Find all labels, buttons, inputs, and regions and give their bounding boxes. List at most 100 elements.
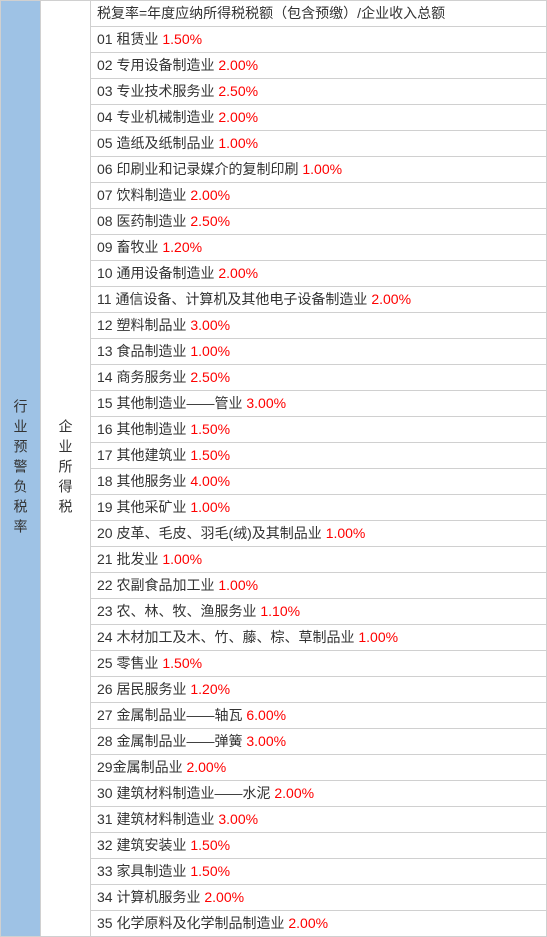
mid-header-label: 企业所得税 [56,419,76,519]
row-number: 15 [97,395,113,411]
table-row: 35 化学原料及化学制品制造业 2.00% [91,911,546,936]
row-label: 家具制造业 [116,863,186,879]
row-label: 计算机服务业 [116,889,200,905]
table-row: 33 家具制造业 1.50% [91,859,546,885]
row-label: 金属制品业——弹簧 [116,733,242,749]
row-rate: 2.50% [190,213,230,229]
row-label: 金属制品业——轴瓦 [116,707,242,723]
row-number: 33 [97,863,113,879]
row-rate: 1.20% [190,681,230,697]
table-row: 09 畜牧业 1.20% [91,235,546,261]
row-number: 12 [97,317,113,333]
row-number: 20 [97,525,113,541]
row-label: 医药制造业 [116,213,186,229]
table-row: 30 建筑材料制造业——水泥 2.00% [91,781,546,807]
mid-header-cell: 企业所得税 [41,1,91,936]
row-number: 22 [97,577,113,593]
table-row: 11 通信设备、计算机及其他电子设备制造业 2.00% [91,287,546,313]
row-rate: 6.00% [246,707,286,723]
row-label: 木材加工及木、竹、藤、棕、草制品业 [116,629,354,645]
row-label: 畜牧业 [116,239,158,255]
row-rate: 2.50% [190,369,230,385]
row-rate: 2.00% [218,109,258,125]
row-number: 08 [97,213,113,229]
row-rate: 2.00% [371,291,411,307]
row-number: 34 [97,889,113,905]
row-rate: 2.00% [274,785,314,801]
row-label: 其他建筑业 [116,447,186,463]
row-rate: 2.00% [218,265,258,281]
table-row: 23 农、林、牧、渔服务业 1.10% [91,599,546,625]
row-number: 19 [97,499,113,515]
table-row: 05 造纸及纸制品业 1.00% [91,131,546,157]
table-row: 31 建筑材料制造业 3.00% [91,807,546,833]
row-rate: 1.50% [162,655,202,671]
row-number: 27 [97,707,113,723]
row-rate: 2.00% [190,187,230,203]
row-label: 其他服务业 [116,473,186,489]
data-column: 税复率=年度应纳所得税税额（包含预缴）/企业收入总额 01 租赁业 1.50%0… [91,1,546,936]
row-rate: 1.00% [326,525,366,541]
row-rate: 1.50% [190,863,230,879]
row-number: 32 [97,837,113,853]
row-rate: 1.10% [260,603,300,619]
table-row: 06 印刷业和记录媒介的复制印刷 1.00% [91,157,546,183]
row-rate: 1.20% [162,239,202,255]
row-number: 07 [97,187,113,203]
row-number: 18 [97,473,113,489]
table-row: 13 食品制造业 1.00% [91,339,546,365]
row-number: 25 [97,655,113,671]
table-row: 29金属制品业 2.00% [91,755,546,781]
row-label: 商务服务业 [116,369,186,385]
row-label: 皮革、毛皮、羽毛(绒)及其制品业 [116,525,321,541]
table-row: 19 其他采矿业 1.00% [91,495,546,521]
row-label: 金属制品业 [113,759,183,775]
row-number: 31 [97,811,113,827]
row-label: 饮料制造业 [116,187,186,203]
row-label: 造纸及纸制品业 [116,135,214,151]
row-rate: 3.00% [246,395,286,411]
table-row: 10 通用设备制造业 2.00% [91,261,546,287]
row-rate: 4.00% [190,473,230,489]
row-label: 租赁业 [116,31,158,47]
table-row: 27 金属制品业——轴瓦 6.00% [91,703,546,729]
left-header-cell: 行业预警负税率 [1,1,41,936]
row-label: 建筑材料制造业——水泥 [116,785,270,801]
row-number: 21 [97,551,113,567]
row-number: 01 [97,31,113,47]
row-label: 居民服务业 [116,681,186,697]
row-rate: 2.00% [186,759,226,775]
row-number: 13 [97,343,113,359]
row-number: 30 [97,785,113,801]
table-row: 17 其他建筑业 1.50% [91,443,546,469]
row-number: 35 [97,915,113,931]
row-number: 23 [97,603,113,619]
row-number: 26 [97,681,113,697]
row-label: 通用设备制造业 [116,265,214,281]
row-label: 塑料制品业 [116,317,186,333]
table-row: 01 租赁业 1.50% [91,27,546,53]
row-number: 29 [97,759,113,775]
table-row: 03 专业技术服务业 2.50% [91,79,546,105]
table-row: 25 零售业 1.50% [91,651,546,677]
table-row: 24 木材加工及木、竹、藤、棕、草制品业 1.00% [91,625,546,651]
table-row: 32 建筑安装业 1.50% [91,833,546,859]
table-row: 08 医药制造业 2.50% [91,209,546,235]
table-row: 22 农副食品加工业 1.00% [91,573,546,599]
row-label: 化学原料及化学制品制造业 [116,915,284,931]
table-row: 21 批发业 1.00% [91,547,546,573]
table-row: 04 专业机械制造业 2.00% [91,105,546,131]
row-rate: 2.00% [218,57,258,73]
row-label: 建筑安装业 [116,837,186,853]
row-rate: 3.00% [190,317,230,333]
row-label: 专业技术服务业 [116,83,214,99]
left-header-label: 行业预警负税率 [11,399,31,539]
row-rate: 1.00% [218,577,258,593]
row-label: 农、林、牧、渔服务业 [116,603,256,619]
table-row: 28 金属制品业——弹簧 3.00% [91,729,546,755]
row-number: 05 [97,135,113,151]
table-row: 14 商务服务业 2.50% [91,365,546,391]
row-number: 04 [97,109,113,125]
row-rate: 1.00% [162,551,202,567]
row-number: 09 [97,239,113,255]
